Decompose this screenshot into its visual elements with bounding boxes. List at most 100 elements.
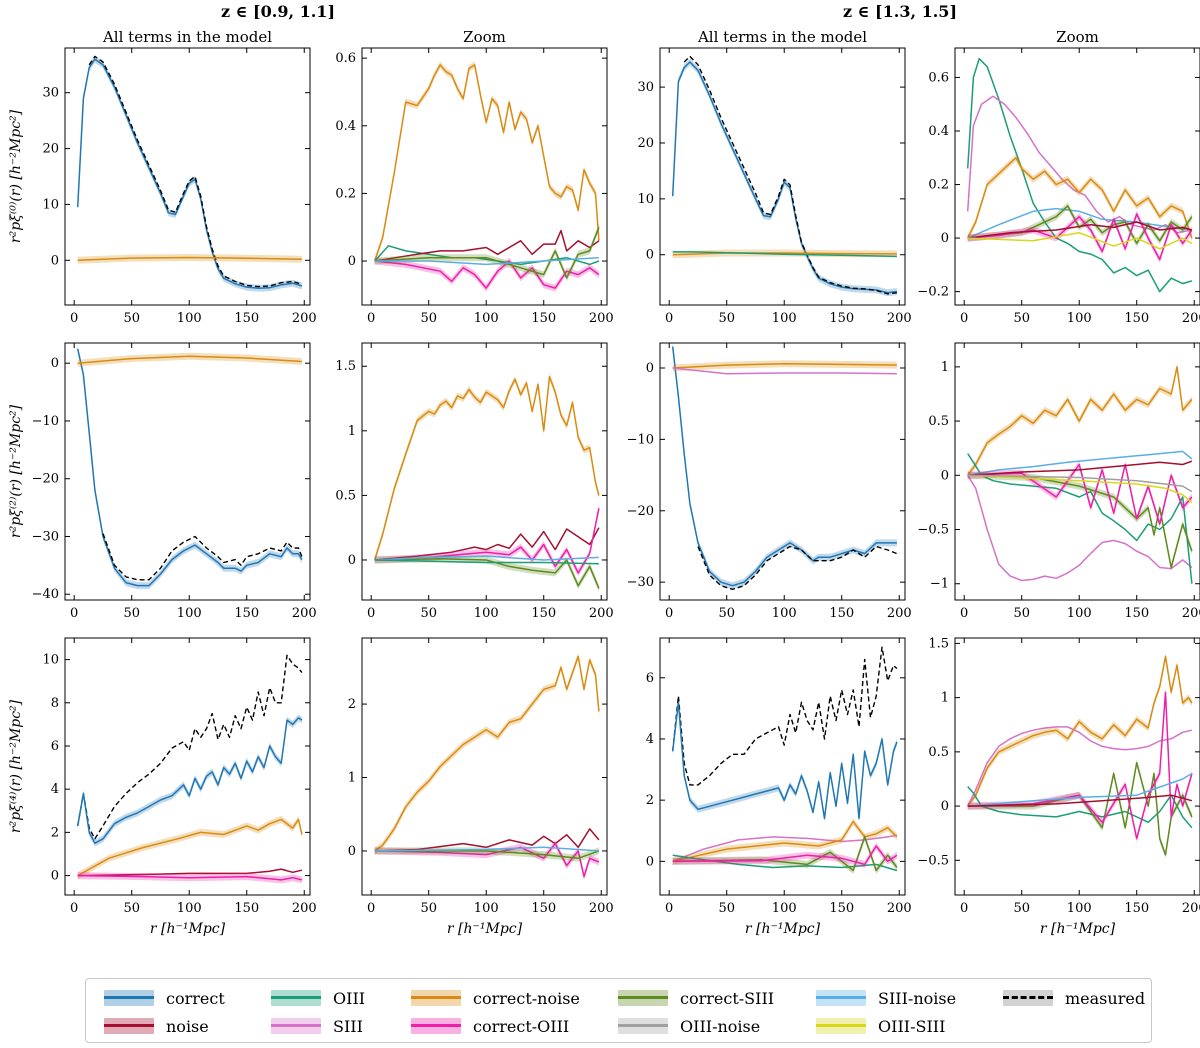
x-tick-label: 200 [1182, 606, 1200, 621]
series-band-correct-SIII [967, 759, 1192, 859]
series-line-OIII-noise [967, 474, 1193, 493]
series-line-correct-noise [967, 157, 1193, 239]
plot-area [76, 55, 303, 292]
series-line-correct-noise [672, 362, 897, 369]
legend-swatch [102, 985, 156, 1011]
x-axis-label: r [h⁻¹Mpc] [150, 921, 226, 937]
y-tick-label: 4 [646, 732, 654, 747]
y-tick-label: 30 [637, 80, 654, 95]
legend-label: SIII-noise [878, 988, 957, 1008]
x-tick-label: 200 [887, 901, 912, 916]
x-tick-label: 0 [960, 311, 968, 326]
series-line-OIII-SIII [967, 474, 1193, 503]
x-tick-label: 200 [1182, 901, 1200, 916]
x-tick-label: 150 [234, 901, 259, 916]
x-tick-label: 200 [292, 901, 317, 916]
plot-area [374, 652, 600, 881]
legend-swatch [102, 1013, 156, 1039]
series-line-correct-noise [967, 366, 1193, 476]
series-line-correct [76, 58, 303, 289]
panel-r0c1: Zoom 0 50 100 150 200 0 0.2 0.4 0.6 [335, 28, 613, 326]
plot-area [966, 57, 1193, 293]
y-tick-label: 0.6 [928, 70, 949, 85]
series-line-SIII [966, 95, 1193, 234]
x-tick-label: 50 [420, 606, 437, 621]
series-line-correct-OIII [967, 213, 1193, 261]
x-axis-label: r [h⁻¹Mpc] [447, 921, 523, 937]
series-line-SIII [672, 367, 897, 375]
series-line-correct [76, 717, 303, 844]
y-tick-label: −20 [32, 472, 59, 487]
x-tick-label: 200 [292, 311, 317, 326]
y-tick-label: −30 [627, 575, 654, 590]
y-tick-label: −30 [32, 529, 59, 544]
panel-r0c3: Zoom 0 50 100 150 200 −0.2 0 0.2 0.4 0.6 [917, 28, 1200, 326]
series-line-noise [374, 527, 600, 561]
series-line-SIII-noise [967, 450, 1193, 477]
series-line-OIII-SIII [967, 231, 1193, 250]
series-line-correct-SIII [967, 474, 1193, 569]
series-band-correct-noise [77, 254, 302, 264]
panel-title: All terms in the model [102, 28, 272, 46]
x-tick-label: 200 [589, 311, 614, 326]
axes-frame [954, 47, 1200, 306]
x-tick-label: 0 [665, 901, 673, 916]
y-tick-label: 0.5 [928, 745, 949, 760]
x-tick-label: 50 [420, 901, 437, 916]
series-line-correct-OIII [967, 463, 1193, 525]
y-tick-label: 0 [51, 869, 59, 884]
legend-item-oiiin: OIII-noise [616, 1013, 760, 1039]
legend-label: correct-noise [473, 988, 580, 1008]
series-line-measured [697, 545, 898, 590]
panel-r1c1: 0 50 100 150 200 0 0.5 1 1.5 [335, 342, 614, 621]
series-line-SIII [967, 474, 1193, 582]
legend-item-csiii: correct-SIII [616, 985, 774, 1011]
y-tick-label: 0 [348, 553, 356, 568]
series-band-correct [77, 345, 302, 590]
x-tick-label: 0 [70, 311, 78, 326]
series-band-correct-noise [77, 352, 302, 367]
y-tick-label: 0 [51, 356, 59, 371]
x-tick-label: 0 [367, 606, 375, 621]
y-tick-label: 30 [42, 86, 59, 101]
x-tick-label: 0 [960, 901, 968, 916]
x-tick-label: 200 [589, 606, 614, 621]
legend-label: OIII-noise [680, 1016, 761, 1036]
series-line-correct-OIII [374, 260, 600, 289]
legend-item-measured: measured [1001, 985, 1145, 1011]
plot-area [967, 363, 1193, 584]
legend-swatch [616, 1013, 670, 1039]
series-line-correct [76, 348, 303, 587]
y-tick-label: 0 [51, 253, 59, 268]
panel-r2c2: 0 50 100 150 200 0 2 4 6 r [h⁻¹Mpc] [646, 637, 912, 937]
x-tick-label: 0 [665, 311, 673, 326]
x-tick-label: 100 [177, 901, 202, 916]
x-tick-label: 150 [829, 606, 854, 621]
x-tick-label: 50 [123, 901, 140, 916]
y-tick-label: −10 [32, 414, 59, 429]
axes-frame [659, 637, 906, 896]
x-tick-label: 150 [234, 606, 259, 621]
panel-r1c3: 0 50 100 150 200 −1 −0.5 0 0.5 1 [917, 342, 1200, 621]
y-tick-label: 1 [348, 771, 356, 786]
x-tick-label: 200 [292, 606, 317, 621]
y-tick-label: 1.5 [335, 359, 356, 374]
series-line-correct-SIII [374, 226, 600, 279]
figure-canvas: z ∈ [0.9, 1.1] z ∈ [1.3, 1.5] All terms in… [8, 2, 1200, 937]
legend-label: SIII [333, 1016, 363, 1036]
y-tick-label: 0 [941, 799, 949, 814]
series-band-correct-noise [672, 818, 897, 865]
x-tick-label: 150 [1124, 901, 1149, 916]
series-line-correct-noise [373, 64, 600, 262]
y-tick-label: −20 [627, 504, 654, 519]
axes-frame [361, 47, 608, 306]
x-tick-label: 0 [70, 901, 78, 916]
series-line-noise [374, 828, 600, 852]
series-line-measured [672, 646, 898, 786]
series-line-noise [967, 794, 1193, 807]
series-line-SIII-noise [967, 207, 1192, 239]
x-tick-label: 50 [1013, 901, 1030, 916]
series-line-SIII [672, 834, 898, 862]
y-tick-label: 1.5 [928, 636, 949, 651]
x-tick-label: 150 [234, 311, 259, 326]
